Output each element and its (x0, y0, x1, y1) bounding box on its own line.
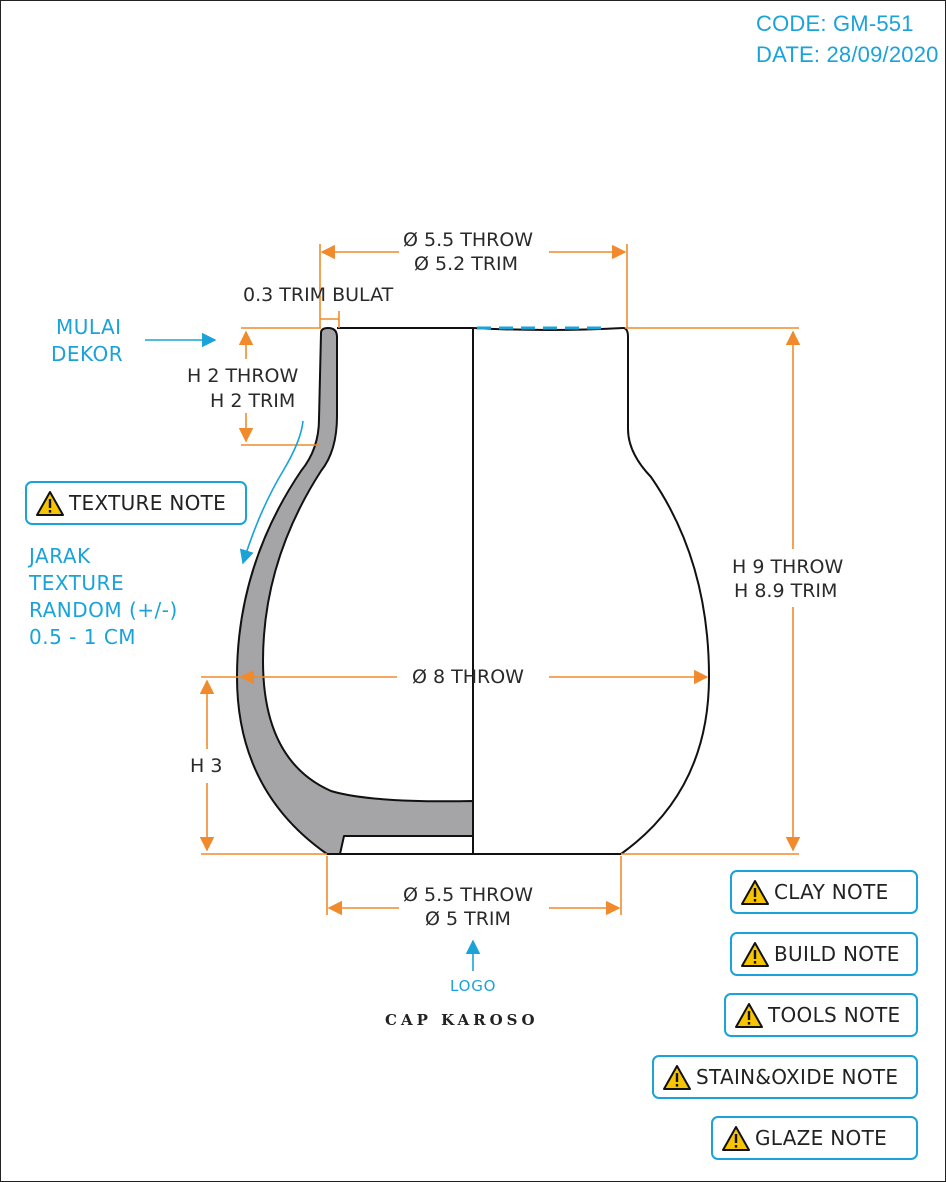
start-decor-line-1: MULAI (56, 315, 122, 339)
texture-note-button[interactable]: TEXTURE NOTE (25, 481, 247, 525)
glaze-note-label: GLAZE NOTE (755, 1126, 888, 1150)
stain-oxide-note-button[interactable]: STAIN&OXIDE NOTE (652, 1055, 918, 1099)
build-note-label: BUILD NOTE (774, 942, 900, 966)
start-decor-line-2: DEKOR (51, 342, 124, 366)
total-height-trim-label: H 8.9 TRIM (734, 580, 838, 602)
top-diameter-trim-label: Ø 5.2 TRIM (414, 253, 519, 275)
logo-label: LOGO (450, 977, 497, 995)
brand-stamp: CAP KAROSO (385, 1011, 539, 1029)
glaze-note-button[interactable]: GLAZE NOTE (711, 1116, 918, 1160)
tools-note-label: TOOLS NOTE (768, 1003, 901, 1027)
outer-profile (620, 327, 710, 855)
warning-icon (741, 879, 769, 905)
warning-icon (722, 1125, 750, 1151)
drawing-code: CODE: GM-551 (756, 11, 914, 36)
texture-spacing-line-4: 0.5 - 1 CM (29, 625, 137, 649)
neck-height-throw-label: H 2 THROW (187, 365, 299, 387)
wall-section (236, 327, 474, 855)
clay-note-label: CLAY NOTE (774, 880, 889, 904)
top-diameter-dimension (319, 244, 628, 328)
texture-spacing-line-1: JARAK (29, 544, 91, 568)
build-note-button[interactable]: BUILD NOTE (730, 932, 918, 976)
texture-leader-arrow (239, 420, 304, 565)
warning-icon (735, 1002, 763, 1028)
base-diameter-throw-label: Ø 5.5 THROW (403, 884, 534, 906)
top-diameter-throw-label: Ø 5.5 THROW (403, 229, 534, 251)
lower-height-dimension (199, 676, 327, 855)
lower-height-label: H 3 (190, 755, 223, 777)
total-height-throw-label: H 9 THROW (732, 556, 844, 578)
rim-thickness-label: 0.3 TRIM BULAT (243, 284, 394, 306)
base-diameter-dimension (326, 856, 622, 916)
rim-thickness-dimension (320, 311, 340, 328)
neck-height-trim-label: H 2 TRIM (210, 390, 296, 412)
tools-note-button[interactable]: TOOLS NOTE (724, 993, 918, 1037)
base-diameter-trim-label: Ø 5 TRIM (425, 908, 511, 930)
stain-oxide-note-label: STAIN&OXIDE NOTE (696, 1065, 899, 1089)
belly-diameter-label: Ø 8 THROW (412, 666, 524, 688)
warning-icon (741, 941, 769, 967)
total-height-dimension (621, 327, 801, 855)
clay-note-button[interactable]: CLAY NOTE (730, 870, 918, 914)
texture-note-label: TEXTURE NOTE (69, 491, 227, 515)
drawing-date: DATE: 28/09/2020 (756, 42, 939, 67)
warning-icon (663, 1064, 691, 1090)
texture-spacing-line-3: RANDOM (+/-) (29, 598, 178, 622)
warning-icon (36, 490, 64, 516)
neck-height-dimension (238, 327, 321, 446)
texture-spacing-line-2: TEXTURE (29, 571, 125, 595)
